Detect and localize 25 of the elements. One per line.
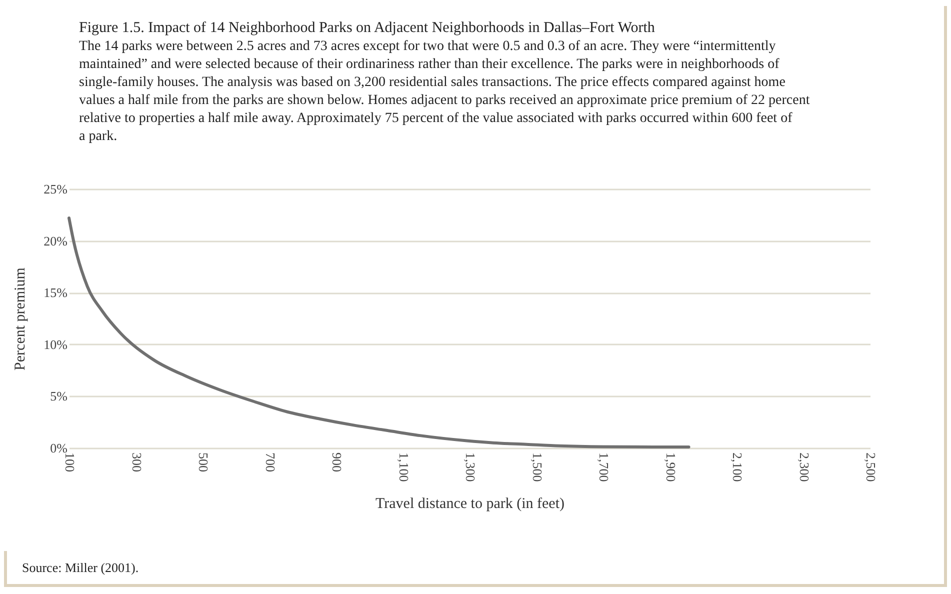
x-tick-label: 300: [129, 452, 144, 472]
y-tick-label: 10%: [44, 336, 68, 352]
y-tick-label: 15%: [44, 285, 68, 300]
x-tick-label: 1,100: [396, 452, 412, 482]
x-tick-label: 2,500: [864, 452, 878, 482]
line-series: [68, 216, 690, 448]
source-note: Source: Miller (2001).: [22, 560, 139, 576]
x-tick-label: 1,300: [463, 452, 478, 482]
y-axis-title: Percent premium: [12, 267, 29, 370]
y-tick-label: 20%: [44, 233, 68, 248]
x-tick-label: 1,700: [596, 452, 612, 482]
y-tick-label: 25%: [44, 182, 68, 196]
x-tick-label: 2,300: [796, 452, 812, 482]
x-tick-label: 100: [62, 452, 78, 472]
x-tick-label: 1,900: [663, 452, 678, 482]
x-tick-label: 1,500: [530, 452, 545, 482]
chart-title: Figure 1.5. Impact of 14 Neighborhood Parks on Adjacent Neighborhoods in Dallas–Fort Worth: [79, 20, 656, 36]
chart-subtitle: The 14 parks were between 2.5 acres and 73 acres except for two that were 0.5 and 0.3 of an acre. They were “intermittently maintained” and were selected because of their ordinariness rather than their excellence. The parks were in neighborhoods of single-family houses. The analysis was based on 3,200 residential sales transactions. The price effects compared against home values a half mile from the parks are shown below. Homes adjacent to parks received an approximate price premium of 22 percent relative to properties a half mile away. Approximately 75 percent of the value associated with parks occurred within 600 feet of a park.: [79, 39, 810, 144]
x-tick-label: 2,100: [730, 452, 745, 482]
x-axis-title: Travel distance to park (in feet): [376, 496, 564, 512]
y-tick-label: 5%: [50, 388, 68, 404]
x-tick-label: 500: [196, 452, 211, 472]
y-tick-label: 0%: [50, 440, 68, 456]
x-tick-label: 700: [262, 452, 278, 472]
x-tick-label: 900: [330, 452, 344, 472]
